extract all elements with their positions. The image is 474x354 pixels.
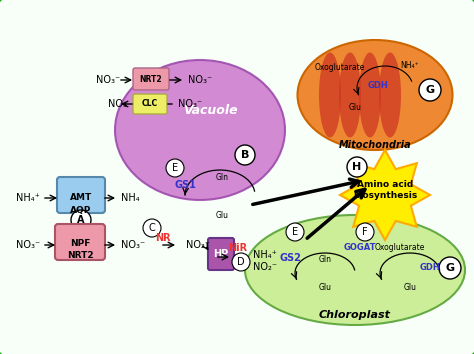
FancyBboxPatch shape bbox=[55, 224, 105, 260]
Text: NO₃: NO₃ bbox=[108, 99, 127, 109]
Text: GOGAT: GOGAT bbox=[344, 244, 376, 252]
Text: E: E bbox=[292, 227, 298, 237]
Text: AQP: AQP bbox=[70, 206, 91, 215]
Text: H: H bbox=[352, 162, 362, 172]
Text: Gln: Gln bbox=[319, 256, 331, 264]
Text: B: B bbox=[241, 150, 249, 160]
Text: A: A bbox=[77, 215, 85, 225]
Text: G: G bbox=[426, 85, 435, 95]
Text: NO₃⁻: NO₃⁻ bbox=[96, 75, 120, 85]
Text: Glu: Glu bbox=[403, 284, 417, 292]
Ellipse shape bbox=[379, 52, 401, 137]
Text: HP: HP bbox=[213, 249, 228, 259]
Text: E: E bbox=[172, 163, 178, 173]
Text: NO₂⁻: NO₂⁻ bbox=[186, 240, 210, 250]
Circle shape bbox=[419, 79, 441, 101]
Polygon shape bbox=[340, 150, 430, 240]
Circle shape bbox=[232, 253, 250, 271]
Text: NH₄⁺: NH₄⁺ bbox=[401, 61, 419, 69]
Text: NH₄: NH₄ bbox=[121, 193, 139, 203]
Text: NR: NR bbox=[155, 233, 171, 243]
Text: Glu: Glu bbox=[348, 103, 362, 113]
Text: NO₃⁻: NO₃⁻ bbox=[121, 240, 145, 250]
Text: Oxoglutarate: Oxoglutarate bbox=[315, 63, 365, 73]
Circle shape bbox=[235, 145, 255, 165]
Text: NRT2: NRT2 bbox=[140, 74, 162, 84]
FancyBboxPatch shape bbox=[133, 68, 169, 90]
Text: AMT: AMT bbox=[70, 194, 92, 202]
Text: Glu: Glu bbox=[216, 211, 228, 219]
Text: G: G bbox=[446, 263, 455, 273]
Text: GS2: GS2 bbox=[279, 253, 301, 263]
Ellipse shape bbox=[319, 52, 341, 137]
Text: NPF: NPF bbox=[70, 240, 90, 249]
Text: Glu: Glu bbox=[319, 284, 331, 292]
Ellipse shape bbox=[115, 60, 285, 200]
Text: F: F bbox=[362, 227, 368, 237]
Ellipse shape bbox=[245, 215, 465, 325]
Ellipse shape bbox=[298, 40, 453, 150]
Text: Chloroplast: Chloroplast bbox=[319, 310, 391, 320]
Circle shape bbox=[286, 223, 304, 241]
Text: C: C bbox=[149, 223, 155, 233]
Text: GDH: GDH bbox=[368, 80, 388, 90]
FancyBboxPatch shape bbox=[208, 238, 234, 270]
Circle shape bbox=[439, 257, 461, 279]
Text: Gln: Gln bbox=[216, 172, 228, 182]
Text: D: D bbox=[237, 257, 245, 267]
Text: Amino acid
biosynthesis: Amino acid biosynthesis bbox=[353, 180, 417, 200]
FancyBboxPatch shape bbox=[133, 94, 167, 114]
Text: NO₃⁻: NO₃⁻ bbox=[178, 99, 202, 109]
Text: NH₄⁺: NH₄⁺ bbox=[253, 250, 277, 260]
Text: GDH: GDH bbox=[419, 263, 440, 273]
Text: CLC: CLC bbox=[142, 99, 158, 108]
Circle shape bbox=[356, 223, 374, 241]
Circle shape bbox=[143, 219, 161, 237]
Text: NRT2: NRT2 bbox=[67, 251, 93, 261]
Text: NO₂⁻: NO₂⁻ bbox=[253, 262, 277, 272]
Text: NO₃⁻: NO₃⁻ bbox=[16, 240, 40, 250]
Text: Oxoglutarate: Oxoglutarate bbox=[375, 244, 425, 252]
FancyBboxPatch shape bbox=[57, 177, 105, 213]
Text: Vacuole: Vacuole bbox=[182, 103, 237, 116]
Text: NH₄⁺: NH₄⁺ bbox=[16, 193, 40, 203]
Ellipse shape bbox=[359, 52, 381, 137]
Text: NiR: NiR bbox=[228, 243, 247, 253]
Text: GS1: GS1 bbox=[174, 180, 196, 190]
Ellipse shape bbox=[339, 52, 361, 137]
Circle shape bbox=[71, 210, 91, 230]
Circle shape bbox=[166, 159, 184, 177]
Circle shape bbox=[347, 157, 367, 177]
Text: Mitochondria: Mitochondria bbox=[338, 140, 411, 150]
Text: NO₃⁻: NO₃⁻ bbox=[188, 75, 212, 85]
